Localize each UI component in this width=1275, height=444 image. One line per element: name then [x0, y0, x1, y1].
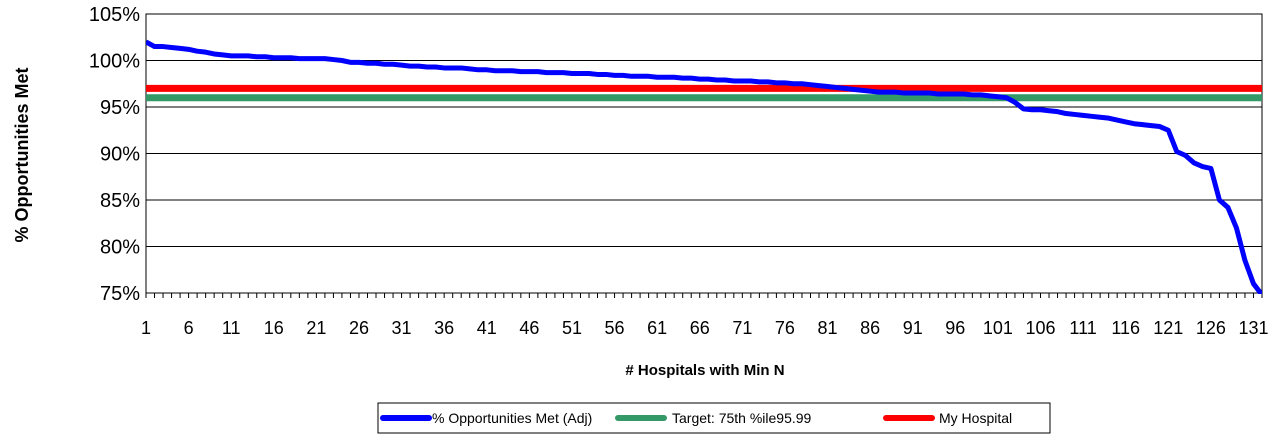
x-tick-label: 16 [264, 318, 284, 338]
x-tick-label: 11 [222, 318, 241, 338]
x-tick-label: 31 [392, 318, 412, 338]
y-tick-label: 90% [100, 144, 140, 166]
plot-area [145, 13, 1263, 294]
y-axis: 75% 80% 85% 90% 95% 100% 105% [89, 4, 140, 305]
legend: % Opportunities Met (Adj) Target: 75th %i… [377, 402, 1051, 434]
x-tick-label: 111 [1069, 318, 1096, 338]
x-tick-label: 46 [519, 318, 539, 338]
x-tick-label: 96 [945, 318, 965, 338]
x-tick-label: 101 [983, 318, 1013, 338]
x-tick-label: 26 [349, 318, 369, 338]
x-tick-label: 21 [306, 318, 326, 338]
y-tick-label: 95% [100, 97, 140, 119]
x-tick-label: 121 [1153, 318, 1183, 338]
legend-label: % Opportunities Met (Adj) [432, 410, 592, 426]
y-tick-label: 80% [100, 237, 140, 259]
y-tick-label: 105% [89, 4, 140, 26]
legend-box [377, 402, 1051, 434]
x-tick-label: 51 [562, 318, 582, 338]
x-tick-label: 56 [605, 318, 625, 338]
x-axis: 1 6 11 16 21 26 31 36 41 46 51 56 61 66 71 76 81 86 91 96 10… [141, 293, 1269, 338]
y-tick-label: 85% [100, 190, 140, 212]
x-tick-label: 106 [1025, 318, 1055, 338]
series-line-0 [146, 39, 1262, 294]
x-axis-title: # Hospitals with Min N [625, 362, 784, 379]
x-tick-label: 61 [647, 318, 667, 338]
y-tick-label: 100% [89, 51, 140, 73]
series-lines [146, 39, 1262, 294]
x-tick-label: 1 [141, 318, 151, 338]
x-tick-label: 66 [690, 318, 710, 338]
x-tick-label: 6 [184, 318, 194, 338]
x-tick-label: 86 [860, 318, 880, 338]
x-tick-label: 76 [775, 318, 795, 338]
x-tick-label: 131 [1238, 318, 1268, 338]
y-axis-title: % Opportunities Met [12, 67, 32, 242]
x-tick-label: 116 [1111, 318, 1140, 338]
y-tick-label: 75% [100, 283, 140, 305]
x-tick-label: 91 [903, 318, 923, 338]
x-tick-label: 71 [732, 318, 752, 338]
x-tick-label: 41 [477, 318, 497, 338]
x-tick-label: 126 [1196, 318, 1226, 338]
x-tick-label: 81 [818, 318, 838, 338]
x-tick-label: 36 [434, 318, 454, 338]
legend-label: My Hospital [939, 410, 1012, 426]
legend-label: Target: 75th %ile95.99 [672, 410, 812, 426]
